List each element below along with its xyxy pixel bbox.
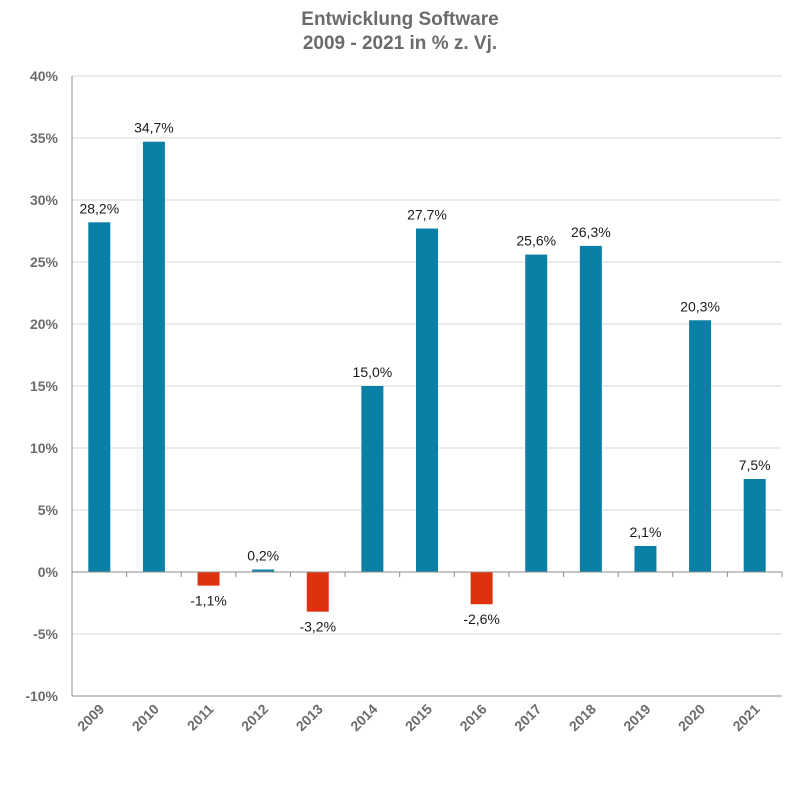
bar <box>470 572 493 605</box>
bar <box>525 254 548 572</box>
bar <box>252 569 275 572</box>
x-tick-label: 2019 <box>620 701 653 734</box>
y-tick-label: 15% <box>30 378 59 394</box>
y-tick-label: -5% <box>33 626 58 642</box>
data-label: 34,7% <box>134 120 174 136</box>
data-label: 2,1% <box>630 524 662 540</box>
chart-title: Entwicklung Software <box>301 9 499 30</box>
data-label: -1,1% <box>190 593 227 609</box>
data-label: -3,2% <box>299 619 336 635</box>
x-tick-label: 2020 <box>675 701 708 734</box>
bar <box>361 386 384 572</box>
y-tick-label: 35% <box>30 130 59 146</box>
data-label: 26,3% <box>571 224 611 240</box>
y-tick-label: 20% <box>30 316 59 332</box>
y-tick-label: -10% <box>25 688 58 704</box>
x-tick-label: 2010 <box>129 701 162 734</box>
x-tick-label: 2014 <box>347 701 380 734</box>
x-tick-label: 2009 <box>74 701 107 734</box>
data-label: -2,6% <box>463 611 500 627</box>
x-tick-label: 2015 <box>402 701 435 734</box>
data-label: 27,7% <box>407 207 447 223</box>
data-label: 25,6% <box>516 233 556 249</box>
bar <box>142 141 165 572</box>
y-tick-label: 40% <box>30 68 59 84</box>
bar <box>743 479 766 572</box>
bar <box>579 245 602 572</box>
bar <box>689 320 712 572</box>
y-tick-label: 5% <box>38 502 59 518</box>
data-label: 7,5% <box>739 457 771 473</box>
bar <box>634 545 657 572</box>
bar <box>416 228 438 572</box>
bar <box>197 572 220 586</box>
bar <box>88 222 111 572</box>
x-tick-label: 2013 <box>293 701 326 734</box>
y-tick-label: 30% <box>30 192 59 208</box>
data-label: 0,2% <box>247 548 279 564</box>
x-tick-label: 2012 <box>238 701 271 734</box>
y-tick-label: 25% <box>30 254 59 270</box>
y-tick-label: 0% <box>38 564 59 580</box>
data-label: 15,0% <box>353 364 393 380</box>
chart-title-block: Entwicklung Software 2009 - 2021 in % z.… <box>0 8 800 56</box>
data-label: 20,3% <box>680 298 720 314</box>
bar <box>306 572 329 612</box>
data-label: 28,2% <box>79 200 119 216</box>
x-tick-label: 2011 <box>184 701 217 734</box>
x-tick-label: 2018 <box>566 701 599 734</box>
x-tick-label: 2021 <box>729 701 762 734</box>
chart-subtitle: 2009 - 2021 in % z. Vj. <box>302 33 498 54</box>
y-tick-label: 10% <box>30 440 59 456</box>
x-tick-label: 2016 <box>456 701 489 734</box>
x-tick-label: 2017 <box>511 701 544 734</box>
